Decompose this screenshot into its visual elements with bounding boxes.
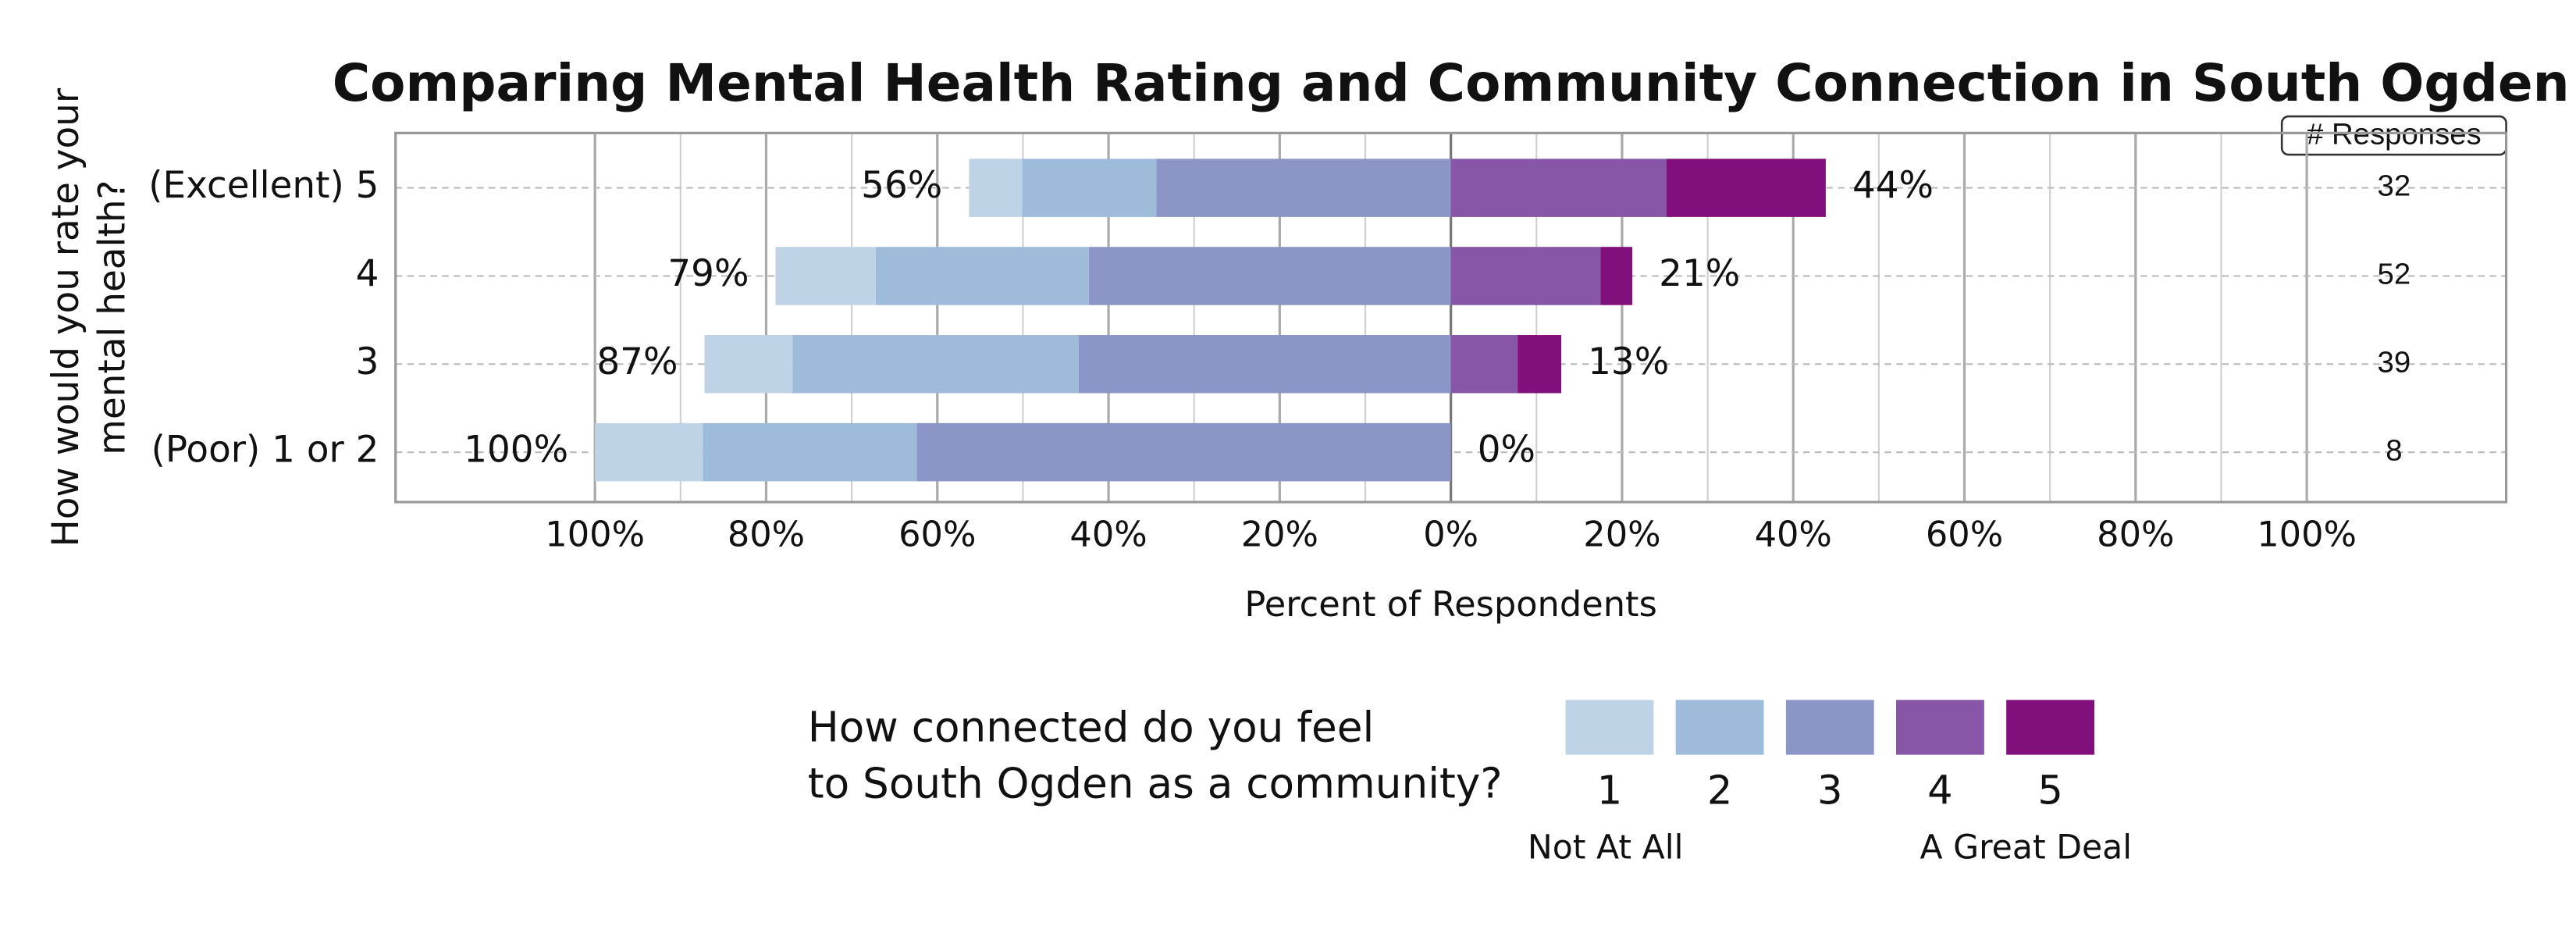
legend-swatch [2006,700,2095,755]
left-total-label: 79% [667,253,749,295]
legend-label: 4 [1927,768,1953,814]
bar-segment [1666,159,1826,217]
left-total-label: 56% [861,165,942,207]
legend-label: 5 [2037,768,2063,814]
bar-segment [1600,247,1633,305]
bar-segment [792,335,1079,394]
response-count: 8 [2386,433,2402,467]
bar-segment [595,422,703,482]
x-tick-label: 100% [545,515,645,555]
bar-segment [1022,159,1157,217]
x-tick-label: 80% [728,515,805,555]
legend-label: 2 [1707,768,1732,814]
y-tick-label: 4 [356,253,379,295]
legend-high: A Great Deal [1920,828,2132,867]
bar-segment [1517,335,1562,394]
bar-segment [1088,247,1451,305]
bar-segment [703,422,917,482]
responses-header: # Responses [2307,118,2482,151]
x-tick-label: 100% [2257,515,2357,555]
y-axis-label-line: mental health? [91,180,133,455]
bar-segment [1450,159,1667,217]
right-total-label: 0% [1478,429,1535,472]
legend-swatch [1896,700,1984,755]
left-total-label: 100% [464,429,568,472]
chart-title: Comparing Mental Health Rating and Commu… [333,53,2570,113]
response-count: 32 [2378,169,2411,203]
bar-segment [775,247,876,305]
bar-segment [704,335,793,394]
legend-label: 3 [1817,768,1843,814]
bar-segment [1450,335,1518,394]
bar-segment [916,422,1451,482]
bar-segment [1078,335,1451,394]
x-tick-label: 0% [1423,515,1478,555]
legend-swatch [1785,700,1874,755]
left-total-label: 87% [596,341,678,383]
bar-segment [875,247,1089,305]
right-total-label: 13% [1588,341,1669,383]
right-total-label: 21% [1659,253,1740,295]
x-tick-label: 60% [898,515,976,555]
legend-low: Not At All [1528,828,1684,867]
y-tick-label: (Excellent) 5 [148,165,379,207]
x-tick-label: 80% [2097,515,2174,555]
x-tick-label: 40% [1069,515,1147,555]
legend-label: 1 [1597,768,1622,814]
x-tick-label: 20% [1241,515,1318,555]
bar-segment [1450,247,1601,305]
y-axis-label-line: How would you rate your [45,87,87,547]
right-total-label: 44% [1852,165,1934,207]
legend-swatch [1565,700,1654,755]
plot-frame [394,131,2508,504]
legend-swatch [1675,700,1764,755]
x-tick-label: 40% [1755,515,1832,555]
x-tick-label: 20% [1583,515,1660,555]
y-tick-label: (Poor) 1 or 2 [151,429,379,472]
bar-segment [969,159,1023,217]
response-count: 52 [2378,258,2411,291]
y-axis-label: How would you rate your mental health? [45,87,134,547]
x-tick-label: 60% [1926,515,2003,555]
response-count: 39 [2378,345,2411,379]
bar-segment [1156,159,1451,217]
legend-title: to South Ogden as a community? [808,760,1503,808]
y-tick-label: 3 [356,341,379,383]
x-axis-label: Percent of Respondents [1244,584,1656,625]
legend-title: How connected do you feel [808,703,1375,751]
